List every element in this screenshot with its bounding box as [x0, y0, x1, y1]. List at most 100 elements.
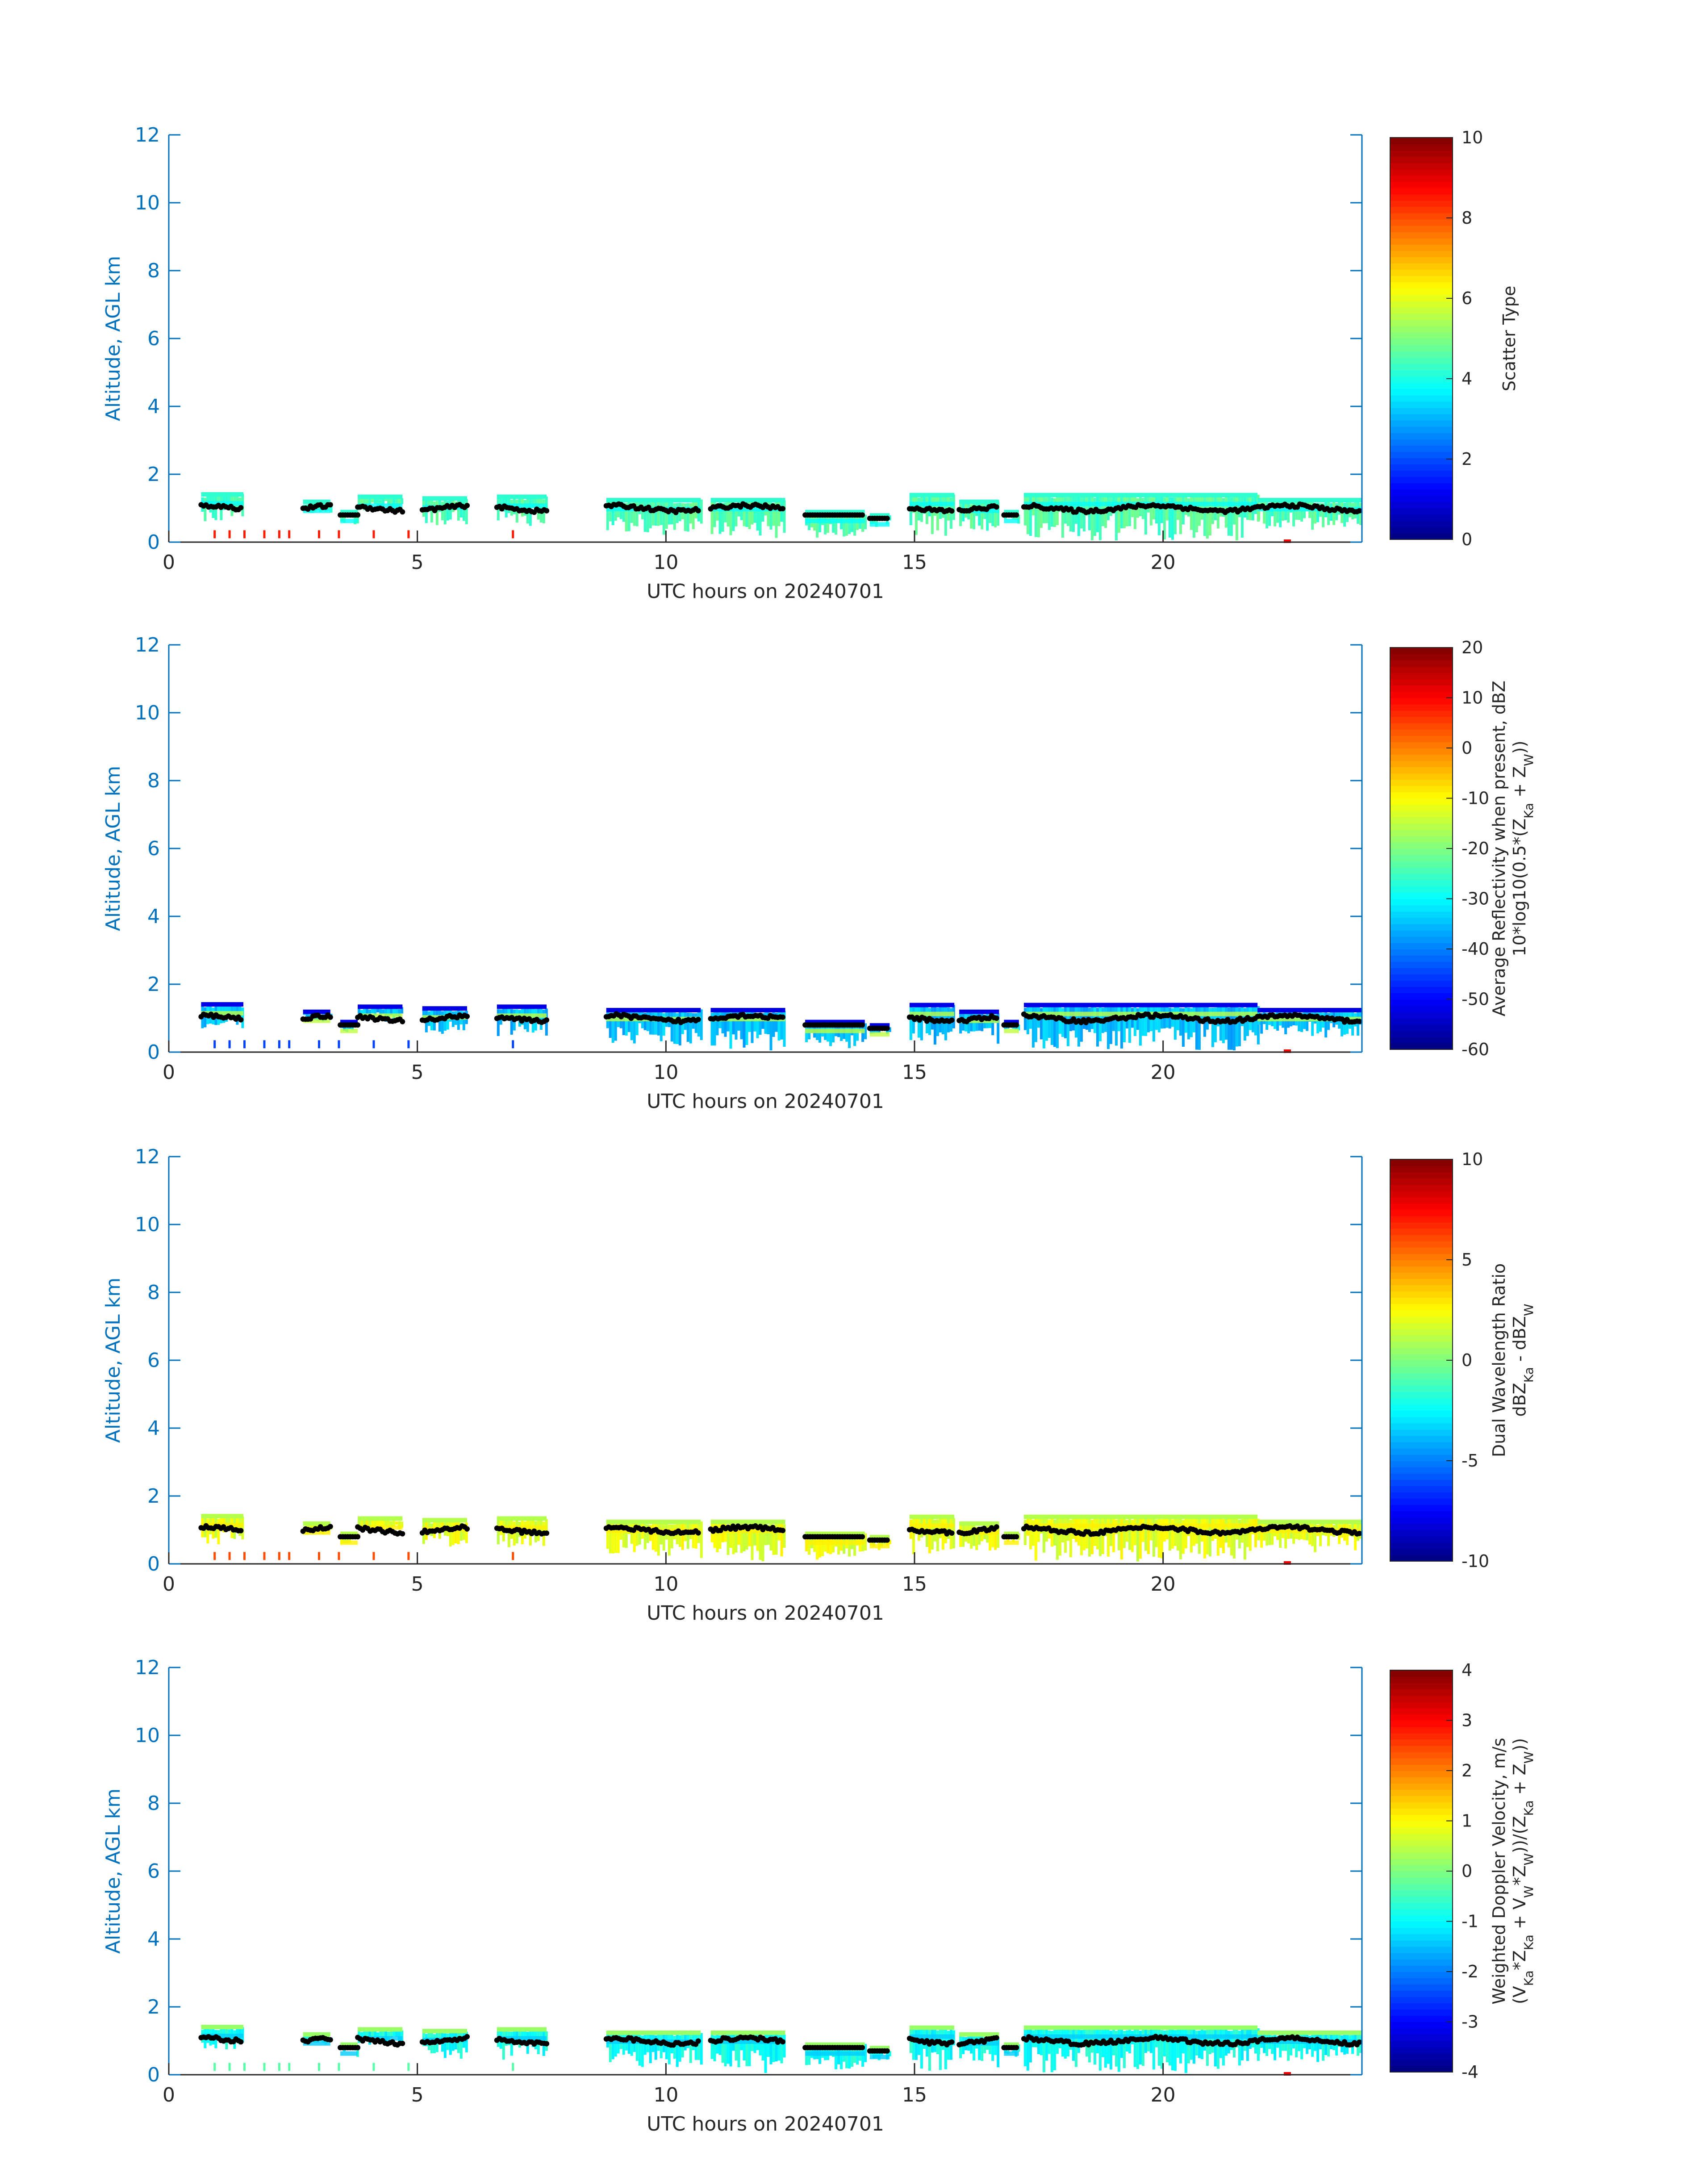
cloud-column [393, 497, 396, 510]
colorbar-step [1390, 1751, 1453, 1759]
cloud-top-edge [1257, 498, 1362, 502]
cloud-top-edge [303, 499, 330, 504]
cloud-column [1107, 1517, 1110, 1557]
cloud-inner-band [303, 1530, 330, 1535]
cloud-column [1254, 1007, 1257, 1036]
x-axis-label: UTC hours on 20240701 [647, 580, 884, 603]
colorbar: 0 2 4 6 8 10 Scatter Type [1390, 128, 1519, 549]
colorbar-step [1390, 1952, 1453, 1960]
cloud-column [727, 1525, 730, 1555]
cloud-column [694, 1523, 697, 1549]
cloud-column [933, 1005, 936, 1045]
cloud-column [662, 1523, 665, 1551]
cloud-top-edge [1257, 1008, 1362, 1012]
cloud-column [941, 496, 944, 518]
cloud-top-edge [606, 1008, 701, 1012]
x-tick-label: 15 [902, 1573, 927, 1596]
cloud-column [627, 2035, 631, 2054]
cloud-column [692, 1521, 695, 1548]
cloud-column [1190, 1517, 1193, 1553]
x-tick-label: 20 [1151, 1573, 1176, 1596]
cloud-column [700, 1009, 703, 1040]
colorbar-step [1390, 1241, 1453, 1248]
speckle [318, 2063, 320, 2071]
base-dot [355, 512, 361, 518]
cloud-column [1230, 2031, 1233, 2050]
colorbar-step [1390, 1172, 1453, 1178]
colorbar-step [1390, 407, 1453, 414]
cloud-column [1257, 503, 1261, 521]
cloud-column [241, 1007, 244, 1028]
speckle [512, 1552, 514, 1560]
cloud-column [777, 501, 781, 526]
y-axis-label: Altitude, AGL km [102, 256, 125, 421]
cloud-column [694, 2034, 697, 2060]
cloud-inner-band [909, 501, 955, 506]
colorbar-step [1390, 1043, 1453, 1050]
cloud-column [649, 1011, 652, 1035]
colorbar-step [1390, 1536, 1453, 1543]
cloud-column [1152, 1006, 1155, 1042]
cloud-column [363, 496, 366, 510]
cloud-column [204, 497, 207, 521]
colorbar-step [1390, 1316, 1453, 1323]
speckle [243, 530, 246, 539]
cloud-column [727, 2035, 730, 2064]
cloud-column [311, 1523, 314, 1530]
cloud-top-edge [959, 499, 999, 504]
colorbar-step [1390, 458, 1453, 465]
cloud-top-edge [422, 1006, 467, 1011]
base-dot [695, 2038, 701, 2044]
colorbar-step [1390, 886, 1453, 893]
colorbar-step [1390, 206, 1453, 213]
colorbar-step [1390, 798, 1453, 805]
cloud-column [986, 501, 989, 531]
cloud-column [305, 1013, 309, 1020]
cloud-column [654, 501, 657, 526]
base-dot [1357, 1019, 1362, 1024]
cloud-column [909, 1005, 912, 1040]
cloud-column [753, 502, 756, 523]
colorbar: -60 -50 -40 -30 -20 -10 0 10 20 Average Reflectiv… [1390, 638, 1536, 1059]
cloud-column [783, 1524, 786, 1548]
cloud-column [843, 514, 846, 537]
cloud-column [729, 1521, 732, 1548]
cloud-column [1074, 2028, 1077, 2067]
cloud-column [1034, 1518, 1037, 1561]
cloud-column [1037, 497, 1040, 538]
cloud-column [1173, 1004, 1177, 1040]
colorbar-step [1390, 1884, 1453, 1890]
colorbar-tick-label: -4 [1462, 2062, 1478, 2082]
cloud-column [920, 1007, 923, 1040]
colorbar-step [1390, 414, 1453, 421]
colorbar-step [1390, 905, 1453, 912]
cloud-column [1157, 1519, 1161, 1558]
cloud-column [1144, 497, 1147, 535]
cloud-column [630, 1010, 633, 1040]
colorbar-step [1390, 1373, 1453, 1379]
base-dot [544, 2041, 550, 2047]
colorbar-step [1390, 867, 1453, 874]
colorbar-step [1390, 1720, 1453, 1727]
cloud-column [888, 2051, 891, 2056]
colorbar-step [1390, 729, 1453, 736]
cloud-column [1319, 1522, 1322, 1546]
cloud-column [1157, 496, 1161, 535]
base-dot [544, 1530, 550, 1536]
cloud-column [435, 501, 438, 525]
cloud-column [761, 1521, 764, 1562]
cloud-column [393, 2031, 396, 2036]
colorbar-step [1390, 1166, 1453, 1172]
cloud-column [241, 1516, 244, 1540]
cloud-column [654, 2035, 657, 2060]
cloud-column [735, 1525, 738, 1553]
y-tick-label: 0 [147, 1041, 160, 1064]
cloud-inner-band [710, 2039, 785, 2044]
cloud-column [1066, 1007, 1069, 1046]
cloud-top-edge [358, 1004, 403, 1009]
cloud-column [713, 2035, 716, 2061]
cloud-column [692, 501, 695, 530]
cloud-column [390, 497, 393, 509]
cloud-column [374, 1519, 377, 1529]
